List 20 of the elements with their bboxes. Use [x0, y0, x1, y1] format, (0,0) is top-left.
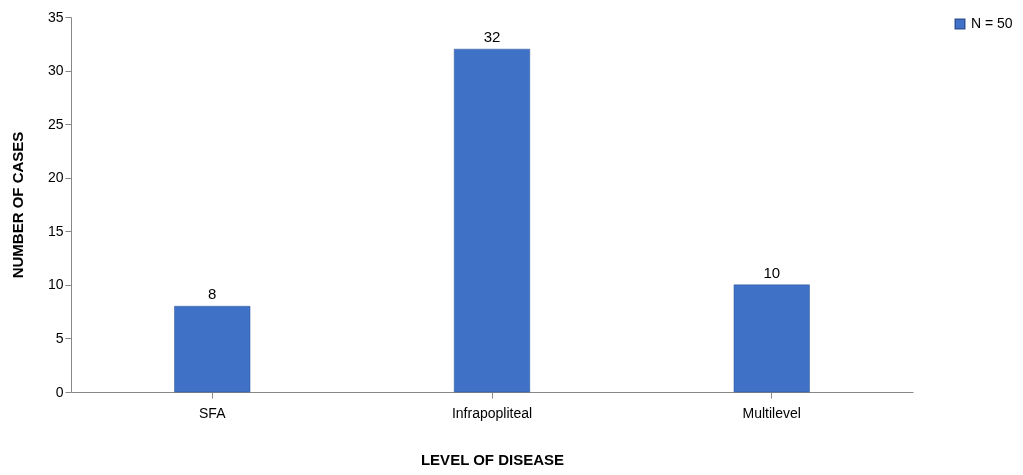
y-tick-label: 5: [55, 329, 64, 346]
y-tick-label: 15: [47, 222, 64, 239]
y-tick-label: 35: [47, 8, 64, 25]
data-label: 10: [763, 263, 781, 281]
x-tick-label: SFA: [199, 404, 227, 421]
x-axis-title: LEVEL OF DISEASE: [420, 450, 565, 468]
y-tick-label: 20: [47, 169, 64, 186]
y-tick-label: 25: [47, 115, 64, 132]
data-label: 32: [483, 28, 501, 46]
y-axis-title: NUMBER OF CASES: [8, 131, 26, 279]
y-tick-label: 10: [47, 276, 64, 293]
bar: [453, 48, 531, 393]
x-tick-label: Multilevel: [742, 404, 801, 421]
bar: [733, 284, 810, 393]
data-label: 8: [208, 285, 217, 303]
x-tick-label: Infrapopliteal: [451, 404, 533, 421]
bar: [174, 306, 251, 393]
legend-label: N = 50: [971, 15, 1013, 31]
y-tick-label: 0: [55, 383, 64, 400]
y-tick-label: 30: [47, 62, 64, 79]
